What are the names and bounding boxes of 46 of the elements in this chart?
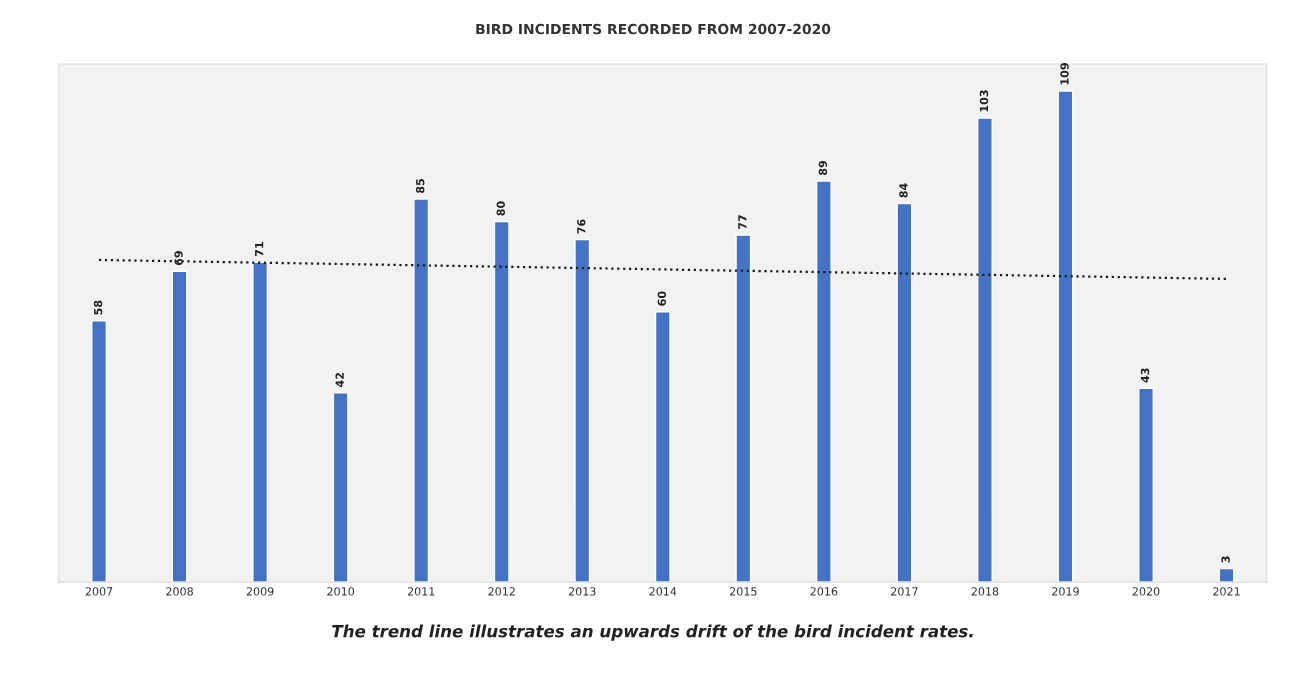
bar: [574, 238, 591, 583]
data-label: 60: [657, 291, 667, 306]
data-label: 3: [1221, 556, 1230, 563]
bar: [976, 117, 993, 583]
data-label: 84: [899, 183, 908, 198]
x-tick-label: 2020: [1132, 587, 1160, 596]
bar: [1057, 90, 1074, 583]
x-tick-label: 2008: [166, 587, 193, 596]
data-label: 77: [738, 215, 747, 230]
data-label: 80: [496, 201, 505, 216]
data-label: 42: [335, 372, 344, 387]
bar: [91, 320, 107, 583]
data-label: 43: [1140, 368, 1150, 383]
bar: [332, 392, 349, 583]
x-tick-label: 2014: [649, 587, 677, 596]
bar: [735, 234, 752, 583]
bar: [413, 198, 430, 583]
bar: [896, 202, 913, 583]
data-label: 76: [577, 219, 586, 234]
chart-title: BIRD INCIDENTS RECORDED FROM 2007-2020: [476, 23, 831, 35]
bar: [1138, 387, 1154, 583]
x-tick-label: 2016: [810, 587, 838, 596]
x-tick-label: 2019: [1052, 587, 1079, 596]
data-label: 103: [979, 90, 989, 112]
bar: [252, 261, 269, 583]
data-label: 58: [93, 300, 103, 315]
data-label: 85: [416, 179, 425, 194]
bar: [171, 270, 188, 583]
x-tick-label: 2018: [971, 587, 999, 596]
x-tick-label: 2007: [85, 587, 113, 596]
bar: [815, 180, 832, 583]
x-tick-label: 2015: [730, 587, 757, 596]
x-tick-label: 2021: [1213, 587, 1240, 596]
data-label: 71: [255, 242, 264, 257]
data-label: 109: [1060, 63, 1069, 85]
data-label: 89: [818, 160, 828, 176]
x-tick-label: 2010: [327, 587, 355, 596]
x-tick-label: 2009: [246, 587, 274, 596]
data-label: 69: [174, 251, 183, 266]
bar: [654, 311, 671, 583]
x-tick-label: 2012: [488, 587, 515, 596]
x-tick-label: 2017: [891, 587, 918, 596]
x-tick-label: 2013: [568, 587, 596, 596]
text: The trend line illustrates an upwards drift of the bird incident rates.: [332, 624, 973, 641]
bar: [493, 220, 510, 583]
x-tick-label: 2011: [407, 587, 435, 596]
